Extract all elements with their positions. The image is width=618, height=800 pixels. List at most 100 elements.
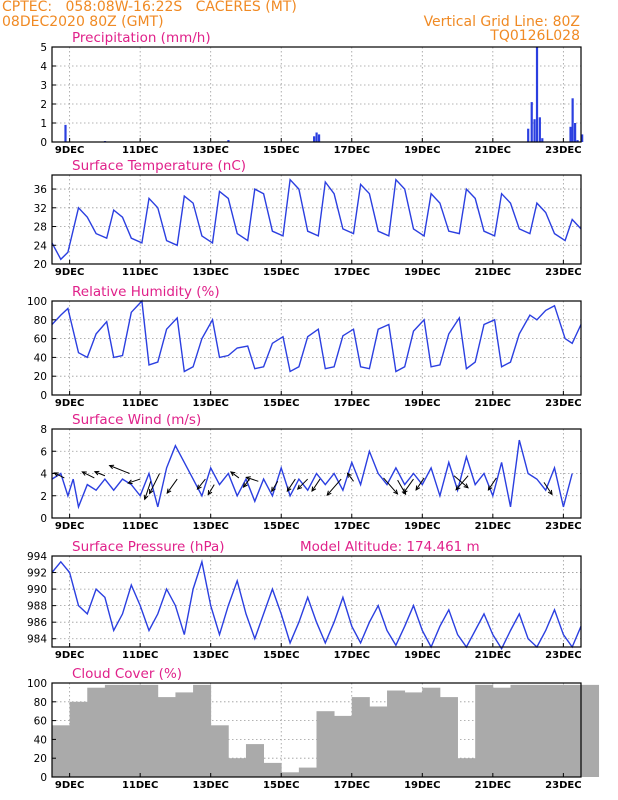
wind-arrow-shaft [128,478,141,484]
x-tick-label: 17DEC [334,267,370,278]
wind-arrow-shaft [347,472,354,482]
cloud-bar [298,767,317,777]
wind-arrow-shaft [94,471,106,477]
cloud-bar [422,687,441,777]
panel-frame [51,46,582,143]
header-station-line: CPTEC: 058:08W-16:22S CACERES (MT) [2,0,297,15]
x-tick-label: 17DEC [334,521,370,532]
x-tick-label: 19DEC [404,145,440,156]
wind-arrow-head [326,490,332,496]
wind-arrow-head [415,485,421,491]
precip-bar [574,123,577,142]
cloud-bar [369,706,388,777]
y-tick-label: 100 [27,296,47,308]
y-tick-label: 100 [27,678,47,690]
wind-arrow [402,478,414,495]
precip-bar [581,134,584,142]
x-tick-label: 15DEC [263,521,299,532]
y-tick-label: 990 [27,584,47,596]
x-tick-label: 15DEC [263,650,299,661]
x-tick-label: 11DEC [122,267,158,278]
cloud-bar [510,684,529,777]
wind-arrow [286,478,296,493]
wind-arrow [127,478,141,485]
y-tick-label: 0 [40,513,47,525]
cloud-bar [334,715,353,777]
wind-arrow-shaft [54,472,65,479]
x-tick-label: 21DEC [475,650,511,661]
wind-arrow-head [143,494,149,501]
wind-arrow-head [547,489,553,496]
wind-arrow [81,471,95,479]
y-tick-label: 4 [40,61,47,73]
wind-arrow-shaft [543,482,553,495]
wind-arrow-shaft [487,477,497,491]
wind-arrow [543,482,553,496]
wind-arrow-head [53,472,59,477]
wind-arrow-head [196,484,202,491]
cloud-bar [245,744,264,777]
panel-title: Precipitation (mm/h) [72,30,211,46]
wind-arrow-head [149,489,154,495]
precip-bar [527,128,530,142]
y-tick-label: 988 [27,601,47,613]
series-line [51,559,582,651]
series-line [51,299,582,373]
x-tick-label: 9DEC [55,267,84,278]
y-tick-label: 994 [27,551,47,563]
wind-arrow [487,477,497,491]
x-tick-label: 11DEC [122,521,158,532]
wind-arrow-head [286,486,292,493]
series-line [51,439,573,510]
precip-bar [569,126,572,142]
cloud-bar [281,772,300,777]
wind-arrow-head [402,488,408,495]
wind-arrow [311,478,321,493]
x-tick-label: 21DEC [475,267,511,278]
x-tick-label: 23DEC [545,145,581,156]
wind-arrow-shaft [286,478,296,492]
precip-bar [571,98,574,142]
y-tick-label: 3 [40,80,47,92]
panel-title: Surface Pressure (hPa) [72,539,225,555]
wind-arrow-head [81,471,87,476]
x-tick-label: 13DEC [193,780,229,791]
precip-bar [64,124,67,142]
x-tick-label: 17DEC [334,650,370,661]
wind-arrow-shaft [166,478,178,494]
wind-arrow [229,471,240,479]
x-tick-label: 9DEC [55,521,84,532]
precip-bar [541,138,544,142]
x-tick-label: 13DEC [193,650,229,661]
wind-arrow [415,477,425,491]
cloud-bar [104,684,123,777]
precip-bar [315,132,318,142]
wind-arrow [326,478,342,496]
wind-arrow-shaft [149,473,161,494]
precip-bar [317,134,321,142]
panel-6: 0 20 40 60 80 100 9DEC 11DEC 13DEC 15DEC 17DEC 19DE… [27,666,600,791]
panel-title: Cloud Cover (%) [72,666,182,682]
y-tick-label: 2 [40,99,47,111]
panel-title: Surface Temperature (nC) [72,158,246,174]
wind-arrow-shaft [383,477,398,495]
wind-arrow [149,473,161,495]
wind-arrow-head [242,482,248,489]
cloud-bar [475,684,494,777]
y-tick-label: 20 [34,371,47,383]
cloud-bar [140,684,159,777]
x-tick-label: 15DEC [263,267,299,278]
header-date-line: 08DEC2020 80Z (GMT) [2,14,164,30]
wind-arrow-shaft [82,471,95,479]
y-tick-label: 40 [34,734,47,746]
y-tick-label: 6 [40,446,47,458]
y-tick-label: 8 [40,424,47,436]
wind-arrow [242,478,250,489]
wind-arrow [196,478,206,491]
wind-arrow [455,475,469,491]
x-tick-label: 15DEC [263,780,299,791]
cloud-bar [528,684,547,777]
y-tick-label: 4 [40,469,47,481]
y-tick-label: 28 [34,222,47,234]
